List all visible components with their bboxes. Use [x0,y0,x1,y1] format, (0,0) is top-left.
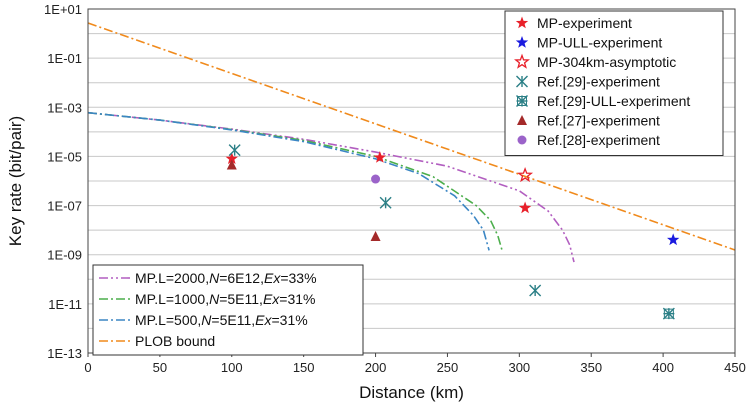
point-0-2 [518,201,532,214]
y-tick-label: 1E-11 [48,297,82,312]
legend-label: MP-experiment [537,15,632,31]
x-tick-label: 300 [508,360,530,375]
x-tick-label: 250 [437,360,459,375]
x-tick-label: 350 [580,360,602,375]
x-tick-label: 0 [84,360,91,375]
legend-experiments: MP-experiment MP-ULL-experiment MP-304km-a… [504,10,724,156]
legend-box [504,10,724,156]
x-tick-label: 200 [365,360,387,375]
legend-marker-3 [516,75,528,88]
legend-marker-5 [517,115,527,125]
point-2-0 [517,166,534,183]
theory-curves [87,22,736,263]
y-axis-label: Key rate (bit/pair) [6,116,25,246]
x-tick-label: 150 [293,360,315,375]
legend-label: Ref.[29]-ULL-experiment [537,93,690,109]
point-3-2 [529,284,542,297]
y-tick-label: 1E-03 [47,100,82,115]
x-tick-label: 450 [724,360,746,375]
point-0-0 [225,152,238,165]
y-tick-label: 1E-13 [47,346,82,361]
legend-box [92,264,364,356]
point-0-1 [373,151,387,163]
x-tick-label: 400 [652,360,674,375]
legend-label: MP.L=2000,N=6E12,Ex=33% [135,270,317,286]
plot-area-frame [87,8,736,354]
point-5-0 [226,159,237,170]
legend-label: PLOB bound [135,333,215,349]
point-5-1 [370,231,381,242]
legend-label: Ref.[29]-experiment [537,74,660,90]
point-1-0 [666,233,680,246]
x-axis-ticks: 0 50 100 150 200 250 300 350 400 450 [84,353,746,375]
y-axis-ticks: 1E+01 1E-01 1E-03 1E-05 1E-07 1E-09 1E-11 1E-13 [44,2,82,361]
legend-marker-2 [514,53,530,69]
curve-0 [87,111,575,263]
legend-label: Ref.[28]-experiment [537,132,660,148]
legend-marker-0 [515,16,529,29]
x-tick-label: 100 [221,360,243,375]
legend-marker-4 [516,95,528,107]
y-tick-label: 1E-01 [47,51,82,66]
experiment-points [225,144,680,320]
legend-marker-1 [515,36,529,48]
curve-3 [87,22,736,251]
legend-curves: MP.L=2000,N=6E12,Ex=33% MP.L=1000,N=5E11,… [92,264,364,356]
legend-marker-6 [517,135,527,145]
y-tick-label: 1E-09 [47,248,82,263]
legend-label: MP.L=500,N=5E11,Ex=31% [135,312,308,328]
point-6-0 [371,174,381,184]
legend-label: MP-ULL-experiment [537,35,662,51]
legend-label: Ref.[27]-experiment [537,113,660,129]
y-tick-label: 1E-05 [47,149,82,164]
y-tick-label: 1E+01 [44,2,82,17]
point-4-0 [662,307,675,320]
curve-2 [87,111,490,251]
y-tick-label: 1E-07 [47,199,82,214]
x-tick-label: 50 [153,360,167,375]
legend-label: MP-304km-asymptotic [537,54,676,70]
x-axis-label: Distance (km) [359,383,464,402]
point-3-1 [379,196,392,209]
legend-label: MP.L=1000,N=5E11,Ex=31% [135,291,316,307]
point-3-0 [228,144,241,157]
